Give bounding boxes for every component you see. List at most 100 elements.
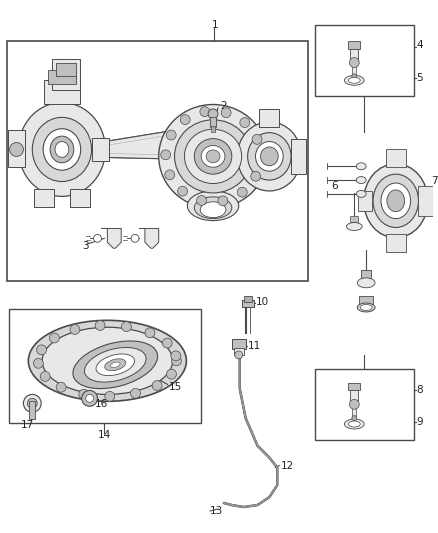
Circle shape xyxy=(27,398,37,408)
Text: 12: 12 xyxy=(281,461,294,471)
Text: 7: 7 xyxy=(431,176,438,186)
Bar xyxy=(44,80,80,104)
Ellipse shape xyxy=(357,303,375,312)
Bar xyxy=(348,41,360,49)
Bar xyxy=(359,296,373,303)
Bar xyxy=(386,235,406,252)
Ellipse shape xyxy=(356,176,366,183)
Circle shape xyxy=(23,394,41,412)
Circle shape xyxy=(197,196,207,205)
Ellipse shape xyxy=(261,147,278,166)
Bar xyxy=(7,41,308,281)
Circle shape xyxy=(105,391,115,401)
Text: 1: 1 xyxy=(212,20,219,30)
Ellipse shape xyxy=(206,150,220,163)
Circle shape xyxy=(352,74,357,79)
Bar xyxy=(242,300,254,308)
Bar xyxy=(92,138,110,161)
Bar xyxy=(361,270,371,278)
Bar xyxy=(386,149,406,167)
Ellipse shape xyxy=(174,120,251,193)
Ellipse shape xyxy=(247,133,291,180)
Bar xyxy=(210,117,216,127)
Circle shape xyxy=(221,108,231,118)
Text: 3: 3 xyxy=(82,241,88,251)
Circle shape xyxy=(37,345,46,355)
Circle shape xyxy=(70,325,80,334)
Bar xyxy=(352,408,356,418)
Text: 4: 4 xyxy=(417,40,423,50)
Ellipse shape xyxy=(201,146,225,167)
Ellipse shape xyxy=(28,320,187,401)
Bar xyxy=(9,310,201,423)
Bar xyxy=(417,186,433,216)
Bar xyxy=(70,189,90,207)
Ellipse shape xyxy=(348,77,360,83)
Circle shape xyxy=(350,58,359,68)
Ellipse shape xyxy=(73,341,158,389)
Bar xyxy=(234,348,244,355)
Bar xyxy=(48,70,76,84)
Ellipse shape xyxy=(356,163,366,169)
Bar xyxy=(52,59,80,90)
Ellipse shape xyxy=(159,104,267,208)
Bar xyxy=(291,139,306,174)
Circle shape xyxy=(252,134,262,144)
Text: 17: 17 xyxy=(21,420,34,430)
Circle shape xyxy=(166,130,176,140)
Circle shape xyxy=(208,109,218,119)
Text: 6: 6 xyxy=(332,181,338,191)
Bar xyxy=(56,62,76,76)
Text: 9: 9 xyxy=(417,417,423,427)
Bar xyxy=(358,191,372,211)
Circle shape xyxy=(86,394,94,402)
Ellipse shape xyxy=(381,183,410,219)
Ellipse shape xyxy=(387,190,405,212)
Circle shape xyxy=(255,151,265,161)
Circle shape xyxy=(172,356,181,366)
Circle shape xyxy=(350,399,359,409)
Text: 2: 2 xyxy=(220,101,226,111)
Polygon shape xyxy=(106,128,191,159)
Ellipse shape xyxy=(200,202,226,217)
Bar xyxy=(259,109,279,127)
Circle shape xyxy=(131,389,141,398)
Circle shape xyxy=(200,107,210,117)
Ellipse shape xyxy=(43,128,81,170)
Ellipse shape xyxy=(10,142,23,156)
Bar xyxy=(34,189,54,207)
Text: 8: 8 xyxy=(417,385,423,395)
Circle shape xyxy=(33,358,43,368)
Ellipse shape xyxy=(55,142,69,157)
Circle shape xyxy=(165,170,175,180)
Circle shape xyxy=(235,351,243,359)
Ellipse shape xyxy=(255,142,283,171)
Ellipse shape xyxy=(373,174,418,228)
Text: 14: 14 xyxy=(98,430,111,440)
Circle shape xyxy=(131,235,139,243)
Bar xyxy=(232,339,246,349)
Bar xyxy=(211,126,215,132)
Circle shape xyxy=(152,381,162,391)
Ellipse shape xyxy=(356,190,366,197)
Ellipse shape xyxy=(85,348,146,382)
Bar xyxy=(350,49,358,62)
Ellipse shape xyxy=(96,354,134,376)
Circle shape xyxy=(79,389,88,399)
Ellipse shape xyxy=(105,359,126,371)
Ellipse shape xyxy=(194,197,232,219)
Circle shape xyxy=(237,187,247,197)
Bar xyxy=(315,369,413,440)
Bar xyxy=(29,401,35,419)
Ellipse shape xyxy=(346,223,362,230)
Circle shape xyxy=(218,196,228,206)
Polygon shape xyxy=(102,229,121,248)
Circle shape xyxy=(56,382,66,392)
Circle shape xyxy=(95,320,105,330)
Bar xyxy=(315,25,413,96)
Ellipse shape xyxy=(344,75,364,85)
Ellipse shape xyxy=(187,191,239,221)
Text: 16: 16 xyxy=(95,399,108,409)
Circle shape xyxy=(240,118,250,127)
Circle shape xyxy=(171,351,181,361)
